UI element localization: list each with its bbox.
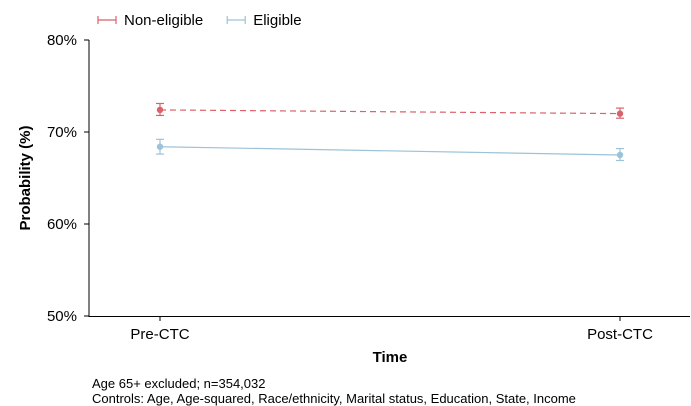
y-tick-label: 60% — [47, 216, 77, 233]
legend: Non-eligible Eligible — [97, 12, 302, 29]
series-group — [156, 102, 624, 162]
y-tick-label: 70% — [47, 124, 77, 141]
axes — [88, 40, 690, 317]
y-tick-label: 50% — [47, 308, 77, 325]
x-tick-label: Pre-CTC — [130, 326, 189, 343]
caption-controls: Controls: Age, Age-squared, Race/ethnici… — [92, 391, 576, 406]
caption-sample: Age 65+ excluded; n=354,032 — [92, 376, 266, 391]
eligible-line — [159, 146, 621, 156]
non-eligible-point — [616, 110, 624, 117]
non-eligible-point — [156, 106, 164, 114]
x-axis-label: Time — [373, 349, 408, 366]
y-tick-label: 80% — [47, 32, 77, 49]
eligible-point — [616, 151, 624, 159]
x-tick-label: Post-CTC — [587, 326, 653, 343]
non-eligible-legend-label: Non-eligible — [124, 12, 203, 29]
y-ticks: 50% 60% 70% 80% — [47, 32, 89, 325]
y-axis-label: Probability (%) — [17, 125, 34, 230]
eligible-point — [156, 143, 164, 150]
x-ticks: Pre-CTC Post-CTC — [130, 316, 653, 343]
non-eligible-line — [159, 109, 621, 115]
eligible-legend-label: Eligible — [253, 12, 301, 29]
